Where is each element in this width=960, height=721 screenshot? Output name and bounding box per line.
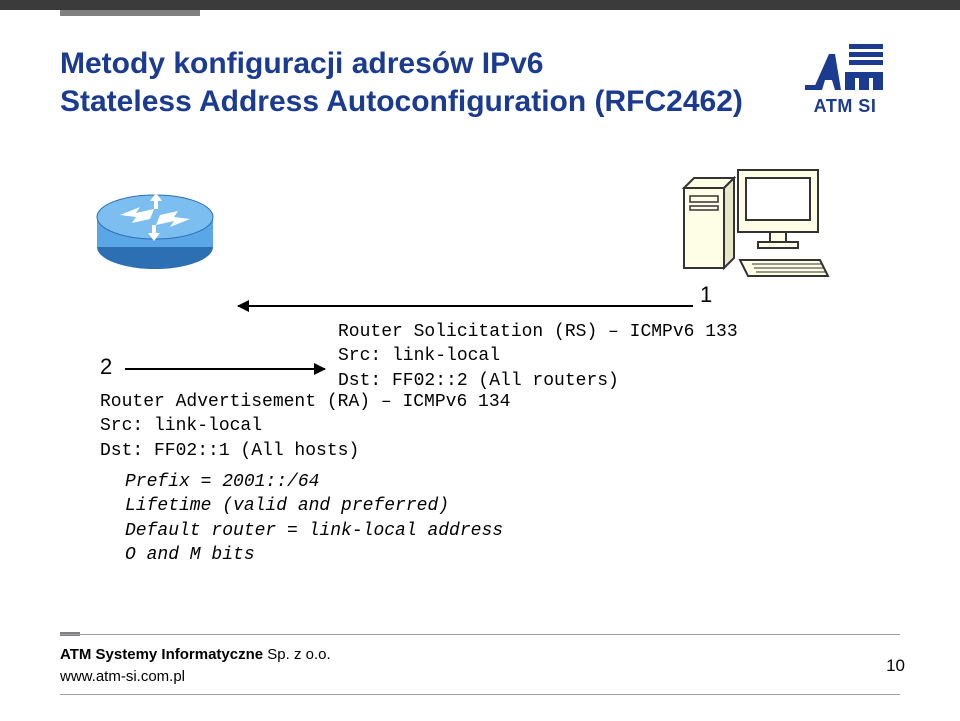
rs-line-1: Router Solicitation (RS) – ICMPv6 133 — [338, 320, 818, 344]
title-line-1: Metody konfiguracji adresów IPv6 — [60, 45, 760, 83]
company-logo: ATM SI — [785, 42, 905, 117]
slide: Metody konfiguracji adresów IPv6 Statele… — [0, 0, 960, 721]
prefix-block: Prefix = 2001::/64 Lifetime (valid and p… — [125, 470, 725, 567]
arrow-head-right-icon — [314, 363, 326, 375]
arrow-ra — [125, 368, 325, 370]
prefix-line-1: Prefix = 2001::/64 — [125, 470, 725, 494]
footer-company: ATM Systemy Informatyczne Sp. z o.o. — [60, 646, 331, 663]
footer-line-bottom — [60, 694, 900, 695]
prefix-line-3: Default router = link-local address — [125, 519, 725, 543]
arrow-rs — [238, 305, 693, 307]
computer-icon — [680, 160, 830, 285]
top-accent — [60, 10, 200, 16]
router-icon — [90, 175, 220, 280]
prefix-line-4: O and M bits — [125, 543, 725, 567]
step-number-2: 2 — [100, 354, 112, 380]
rs-line-2: Src: link-local — [338, 344, 818, 368]
footer-url: www.atm-si.com.pl — [60, 668, 185, 685]
ra-line-2: Src: link-local — [100, 414, 700, 438]
ra-line-1: Router Advertisement (RA) – ICMPv6 134 — [100, 390, 700, 414]
ra-line-3: Dst: FF02::1 (All hosts) — [100, 439, 700, 463]
footer-line-top — [60, 634, 900, 635]
atm-logo-icon — [805, 42, 885, 94]
footer-company-rest: Sp. z o.o. — [263, 646, 331, 663]
prefix-line-2: Lifetime (valid and preferred) — [125, 494, 725, 518]
logo-label: ATM SI — [785, 96, 905, 117]
page-number: 10 — [886, 656, 905, 676]
router-advertisement-block: Router Advertisement (RA) – ICMPv6 134 S… — [100, 390, 700, 463]
footer-company-bold: ATM Systemy Informatyczne — [60, 646, 263, 663]
slide-title: Metody konfiguracji adresów IPv6 Statele… — [60, 45, 760, 120]
top-strip — [0, 0, 960, 10]
router-solicitation-block: Router Solicitation (RS) – ICMPv6 133 Sr… — [338, 320, 818, 393]
arrow-head-left-icon — [237, 300, 249, 312]
step-number-1: 1 — [700, 282, 712, 308]
title-line-2: Stateless Address Autoconfiguration (RFC… — [60, 83, 760, 121]
